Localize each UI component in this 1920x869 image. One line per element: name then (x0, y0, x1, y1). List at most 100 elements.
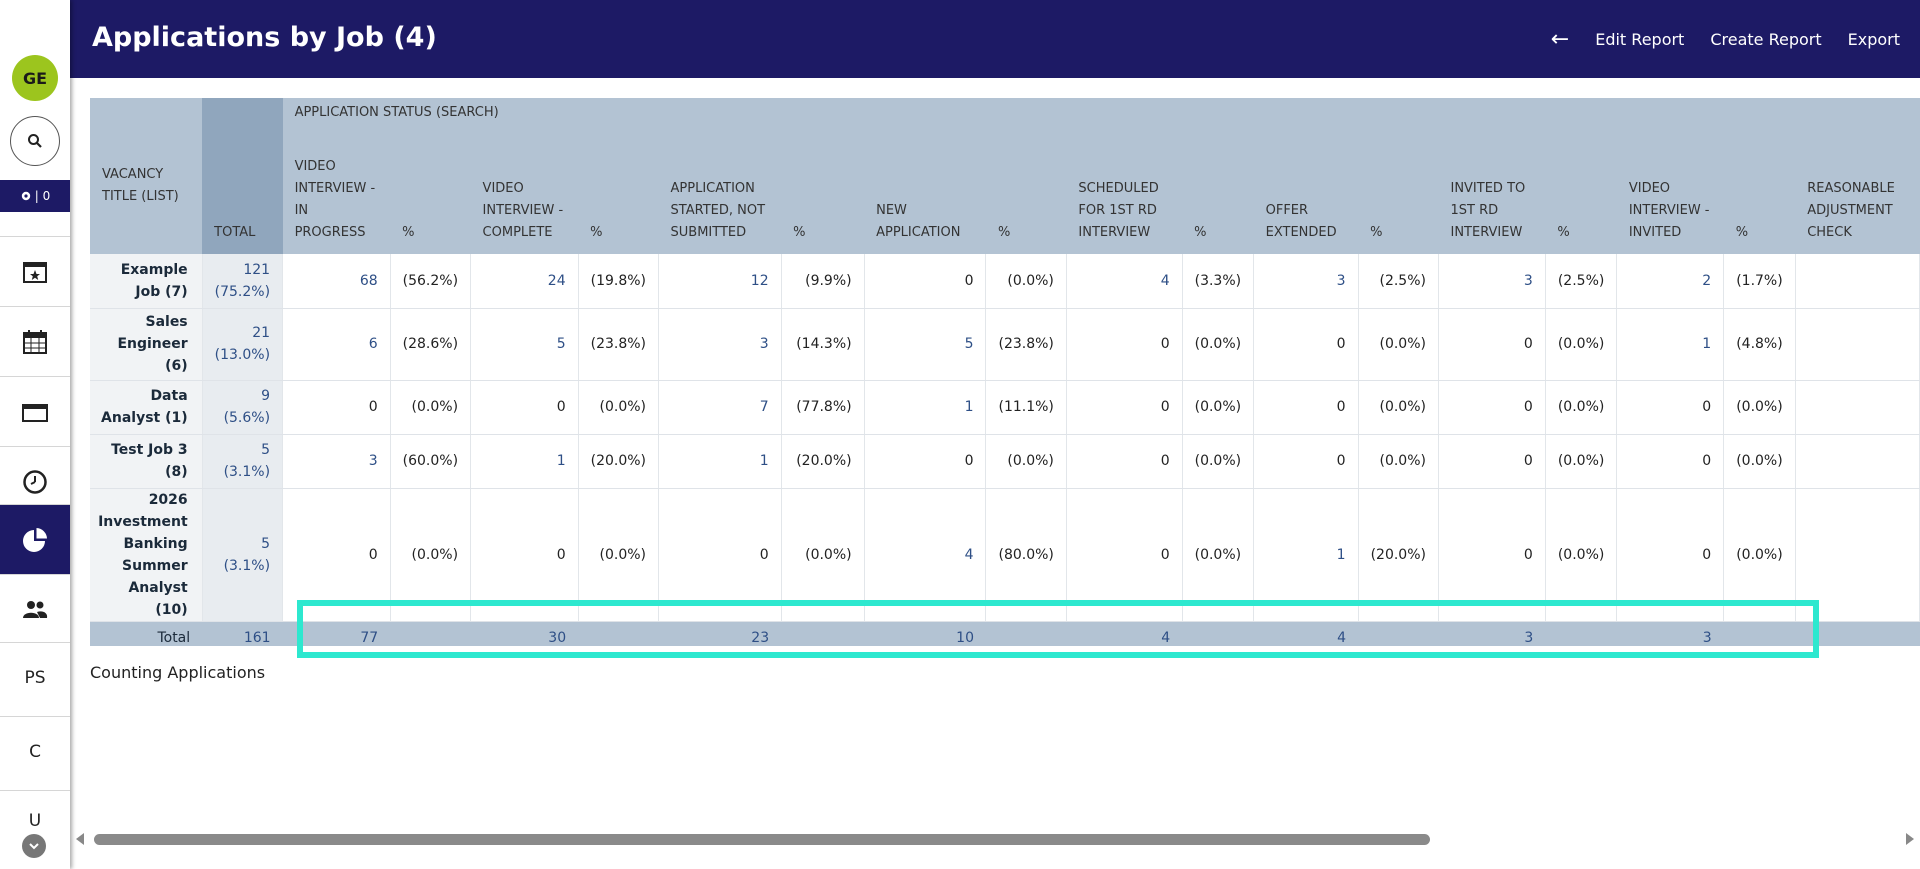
column-total-cell (1358, 621, 1439, 646)
count-cell[interactable]: 4 (864, 488, 987, 622)
count-cell[interactable]: 3 (282, 434, 391, 489)
job-board-icon (23, 262, 47, 283)
nav-history[interactable] (0, 446, 70, 517)
scroll-right-arrow-icon[interactable] (1906, 833, 1914, 845)
count-cell[interactable]: 5 (470, 308, 579, 381)
nav-people[interactable] (0, 574, 70, 645)
vacancy-title-header: VACANCY TITLE (LIST) (90, 98, 203, 254)
total-count[interactable]: 5 (261, 535, 271, 552)
counting-note: Counting Applications (90, 663, 266, 682)
total-count[interactable]: 21 (252, 325, 271, 341)
scroll-left-arrow-icon[interactable] (76, 833, 84, 845)
status-column-header: NEW APPLICATION (864, 128, 986, 254)
header-actions: ← Edit Report Create Report Export (1551, 0, 1900, 78)
percent-cell: (20.0%) (781, 434, 865, 489)
count-cell[interactable]: 1 (864, 380, 987, 435)
vacancy-title-cell: Sales Engineer (6) (90, 308, 203, 381)
column-total-cell[interactable]: 77 (282, 621, 391, 646)
count-cell[interactable]: 5 (864, 308, 987, 381)
column-total-cell[interactable]: 23 (658, 621, 782, 646)
count-cell: 0 (864, 434, 987, 489)
percent-cell: (0.0%) (1182, 380, 1255, 435)
total-header: TOTAL (202, 98, 283, 254)
count-cell[interactable]: 2 (1616, 254, 1725, 309)
export-link[interactable]: Export (1847, 29, 1900, 49)
grand-total-cell[interactable]: 161 (202, 621, 283, 646)
percent-cell: (20.0%) (1358, 488, 1439, 622)
horizontal-scrollbar[interactable] (70, 830, 1920, 850)
user-avatar[interactable]: GE (12, 55, 58, 101)
column-total-cell (781, 621, 865, 646)
chevron-down-icon (29, 843, 39, 850)
count-cell[interactable]: 3 (1438, 254, 1546, 309)
count-cell[interactable]: 3 (1253, 254, 1359, 309)
count-cell[interactable]: 1 (470, 434, 579, 489)
total-cell[interactable]: 5 (3.1%) (202, 434, 284, 489)
count-cell: 0 (1066, 488, 1183, 622)
total-count[interactable]: 5 (261, 442, 271, 458)
status-column-header: SCHEDULED FOR 1ST RD INTERVIEW (1066, 128, 1183, 254)
total-cell[interactable]: 9 (5.6%) (202, 380, 284, 435)
total-count[interactable]: 9 (261, 388, 271, 404)
column-total-cell (1545, 621, 1617, 646)
gear-icon (21, 191, 30, 201)
count-cell (1795, 254, 1920, 309)
percent-cell: (11.1%) (985, 380, 1067, 435)
total-row-label: Total (90, 621, 203, 646)
nav-u[interactable]: U (0, 790, 70, 831)
total-cell[interactable]: 5 (3.1%) (202, 488, 284, 622)
count-cell[interactable]: 24 (470, 254, 579, 309)
percent-cell: (0.0%) (1545, 380, 1618, 435)
count-cell: 0 (1616, 380, 1725, 435)
count-cell[interactable]: 12 (658, 254, 782, 309)
edit-report-link[interactable]: Edit Report (1595, 29, 1685, 49)
percent-cell: (14.3%) (781, 308, 865, 381)
column-total-cell[interactable]: 30 (470, 621, 579, 646)
column-total-cell[interactable]: 3 (1438, 621, 1546, 646)
pie-chart-icon (23, 528, 47, 552)
column-total-cell[interactable]: 4 (1066, 621, 1183, 646)
count-cell[interactable]: 1 (1253, 488, 1359, 622)
nav-job-board[interactable] (0, 236, 70, 307)
column-total-cell (1723, 621, 1796, 646)
percent-column-header: % (1723, 128, 1796, 254)
percent-cell: (0.0%) (1358, 380, 1439, 435)
percent-cell: (23.8%) (985, 308, 1067, 381)
percent-column-header: % (390, 128, 471, 254)
count-cell[interactable]: 1 (1616, 308, 1725, 381)
report-table-container[interactable]: VACANCY TITLE (LIST) TOTAL APPLICATION S… (90, 98, 1920, 646)
search-icon (28, 134, 42, 148)
back-arrow-icon[interactable]: ← (1550, 26, 1570, 52)
notification-badge[interactable]: | 0 (0, 180, 70, 212)
table-row: Sales Engineer (6) 21 (13.0%) 6 (28.6%) 5 (23.… (90, 308, 1920, 381)
create-report-link[interactable]: Create Report (1710, 29, 1822, 49)
count-cell[interactable]: 3 (658, 308, 782, 381)
count-cell: 0 (658, 488, 782, 622)
percent-cell: (0.0%) (985, 434, 1067, 489)
nav-messages[interactable] (0, 376, 70, 447)
percent-cell: (0.0%) (1182, 308, 1255, 381)
column-total-cell[interactable]: 4 (1253, 621, 1359, 646)
total-count[interactable]: 121 (243, 261, 271, 278)
count-cell: 0 (282, 380, 391, 435)
count-cell[interactable]: 7 (658, 380, 782, 435)
nav-reports[interactable] (0, 504, 70, 575)
column-total-cell[interactable]: 10 (864, 621, 986, 646)
percent-cell: (2.5%) (1545, 254, 1618, 309)
nav-ps[interactable]: PS (0, 642, 70, 713)
users-icon (23, 601, 48, 618)
search-button[interactable] (10, 116, 60, 166)
count-cell[interactable]: 4 (1066, 254, 1183, 309)
count-cell[interactable]: 1 (658, 434, 782, 489)
percent-cell: (77.8%) (781, 380, 865, 435)
column-total-cell (390, 621, 471, 646)
total-cell[interactable]: 21 (13.0%) (202, 308, 284, 381)
column-total-cell[interactable]: 3 (1616, 621, 1724, 646)
scroll-thumb[interactable] (94, 834, 1430, 845)
total-cell[interactable]: 121 (75.2%) (202, 254, 284, 309)
count-cell[interactable]: 6 (282, 308, 391, 381)
expand-sidebar-button[interactable] (22, 834, 46, 858)
nav-c[interactable]: C (0, 716, 70, 787)
count-cell[interactable]: 68 (282, 254, 391, 309)
nav-calendar[interactable] (0, 306, 70, 377)
